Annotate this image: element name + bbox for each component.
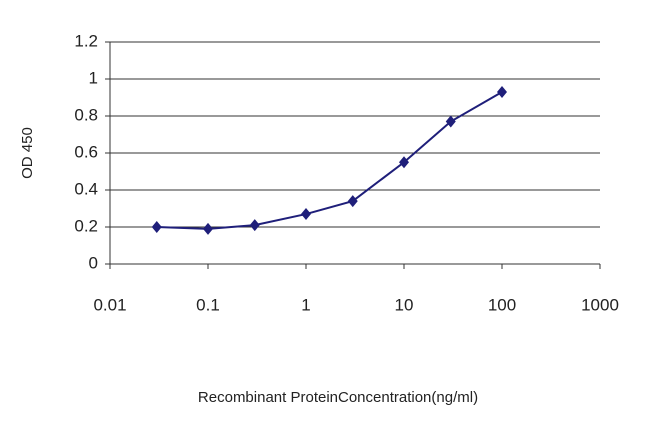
y-tick-label: 0.4 bbox=[74, 179, 98, 198]
point bbox=[249, 219, 260, 232]
y-tick-label: 1 bbox=[89, 68, 98, 87]
point bbox=[445, 115, 456, 128]
x-tick-label: 1000 bbox=[581, 295, 619, 314]
x-tick-label: 100 bbox=[488, 295, 516, 314]
x-tick-label: 10 bbox=[395, 295, 414, 314]
point bbox=[399, 156, 409, 169]
point bbox=[203, 222, 213, 235]
y-tick-label: 0 bbox=[89, 253, 98, 272]
y-tick-label: 0.2 bbox=[74, 216, 98, 235]
point bbox=[497, 85, 507, 98]
y-tick-label: 1.2 bbox=[74, 31, 98, 50]
point bbox=[151, 221, 162, 233]
x-tick-label: 1 bbox=[301, 295, 310, 314]
x-axis-title: Recombinant ProteinConcentration(ng/ml) bbox=[198, 389, 478, 406]
y-tick-label: 0.8 bbox=[74, 105, 98, 124]
x-tick-label: 0.01 bbox=[93, 295, 126, 314]
point bbox=[301, 208, 311, 221]
series-line bbox=[156, 91, 503, 230]
y-axis-title: OD 450 bbox=[19, 127, 36, 179]
y-tick-label: 0.6 bbox=[74, 142, 98, 161]
x-tick-label: 0.1 bbox=[196, 295, 220, 314]
point bbox=[347, 195, 358, 208]
